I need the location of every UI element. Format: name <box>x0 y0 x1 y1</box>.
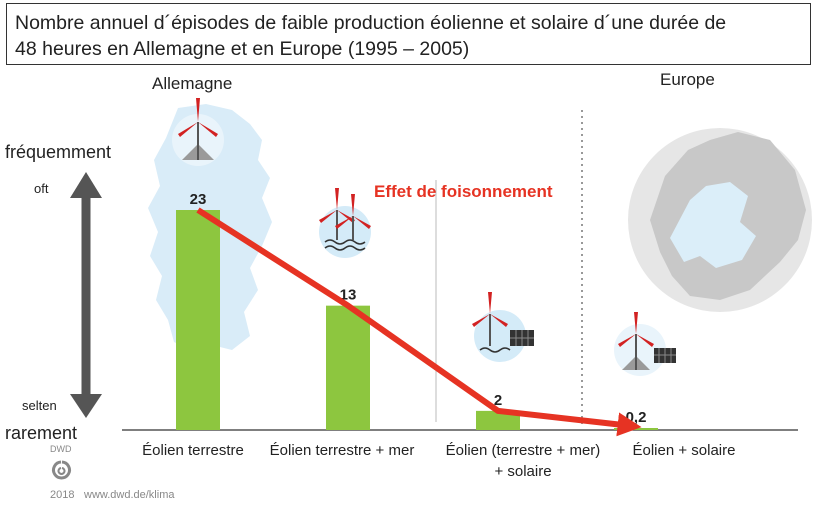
chart-title: Nombre annuel d´épisodes de faible produ… <box>6 3 811 65</box>
bar-1 <box>326 305 370 430</box>
axis-label-frequent-de: oft <box>34 181 49 196</box>
axis-label-frequent-fr: fréquemment <box>5 142 111 162</box>
footer-year: 2018 <box>50 489 74 501</box>
wind-offshore-icon <box>319 188 371 258</box>
bar-value-label-2: 2 <box>494 392 502 409</box>
category-label-3-0: Éolien + solaire <box>633 442 736 459</box>
dwd-logo: DWD <box>50 444 72 480</box>
axis-label-rare-fr: rarement <box>5 423 77 443</box>
effect-label: Effet de foisonnement <box>374 182 553 201</box>
wind-solar-offshore-icon <box>472 292 534 362</box>
category-label-2-1: + solaire <box>494 463 551 480</box>
wind-turbine-icon <box>172 98 224 166</box>
category-label-0-0: Éolien terrestre <box>142 442 244 459</box>
europe-globe <box>628 128 812 312</box>
trend-arrow <box>196 207 642 437</box>
bar-3 <box>614 428 658 430</box>
bar-value-label-0: 23 <box>190 191 207 208</box>
wind-solar-icon <box>614 312 676 376</box>
bar-0 <box>176 210 220 430</box>
bar-value-label-1: 13 <box>340 287 357 304</box>
axis-label-rare-de: selten <box>22 398 57 413</box>
bar-2 <box>476 410 520 430</box>
chart-title-line-1: Nombre annuel d´épisodes de faible produ… <box>15 12 727 34</box>
footer-url: www.dwd.de/klima <box>83 489 175 501</box>
chart-title-line-2: 48 heures en Allemagne et en Europe (199… <box>15 38 470 60</box>
region-label-allemagne: Allemagne <box>152 74 232 93</box>
region-label-europe: Europe <box>660 70 715 89</box>
svg-text:DWD: DWD <box>50 444 72 454</box>
category-label-2-0: Éolien (terrestre + mer) <box>446 442 601 459</box>
frequency-axis-arrow <box>70 172 102 418</box>
category-label-1-0: Éolien terrestre + mer <box>270 442 415 459</box>
